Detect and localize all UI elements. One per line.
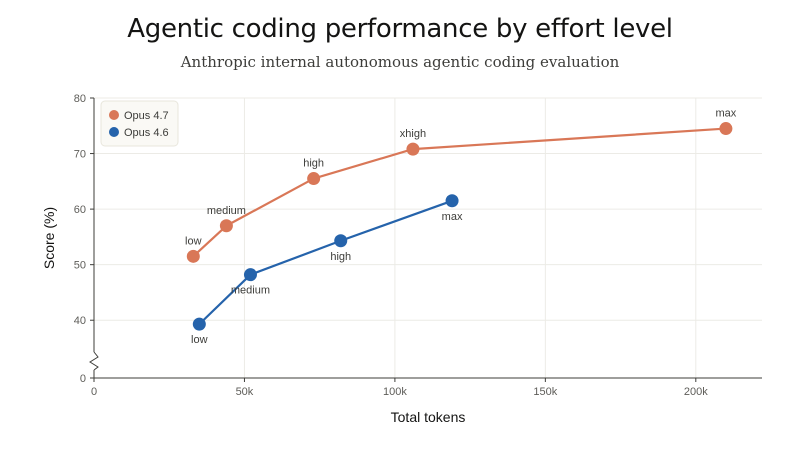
data-label: high	[303, 158, 324, 170]
data-label: medium	[207, 205, 246, 217]
x-axis-label: Total tokens	[391, 409, 466, 425]
x-tick-label: 150k	[533, 386, 557, 398]
x-tick-label: 0	[91, 386, 97, 398]
data-label: max	[442, 211, 463, 223]
data-point	[445, 194, 459, 208]
chart-title: Agentic coding performance by effort lev…	[127, 14, 673, 44]
legend-entry: Opus 4.6	[124, 127, 169, 139]
data-label: low	[185, 235, 202, 247]
y-tick-label: 40	[74, 315, 86, 327]
data-point	[719, 122, 733, 136]
y-tick-label: 70	[74, 149, 86, 161]
series-line	[198, 199, 453, 325]
data-point	[307, 172, 321, 186]
y-axis-label: Score (%)	[41, 207, 57, 269]
x-tick-label: 200k	[684, 386, 708, 398]
data-point	[219, 219, 233, 233]
y-tick-label: 80	[74, 93, 86, 105]
data-point	[406, 142, 420, 156]
x-tick-label: 50k	[236, 386, 254, 398]
chart-subtitle: Anthropic internal autonomous agentic co…	[180, 53, 620, 71]
data-point	[186, 249, 200, 263]
data-point	[334, 234, 348, 248]
y-axis-break	[89, 351, 99, 371]
data-label: low	[191, 334, 208, 346]
data-label: max	[716, 108, 737, 120]
legend-box	[100, 100, 179, 147]
y-tick-label: 50	[74, 260, 86, 272]
data-point	[192, 317, 206, 331]
series-line	[192, 127, 726, 258]
data-label: xhigh	[400, 128, 426, 140]
data-point	[243, 268, 257, 282]
y-tick-label: 60	[74, 204, 86, 216]
data-label: medium	[231, 285, 270, 297]
legend-entry: Opus 4.7	[124, 110, 169, 122]
legend-swatch	[109, 110, 119, 120]
data-label: high	[330, 251, 351, 263]
legend-swatch	[109, 127, 119, 137]
y-tick-label: 0	[80, 373, 86, 385]
x-tick-label: 100k	[383, 386, 407, 398]
